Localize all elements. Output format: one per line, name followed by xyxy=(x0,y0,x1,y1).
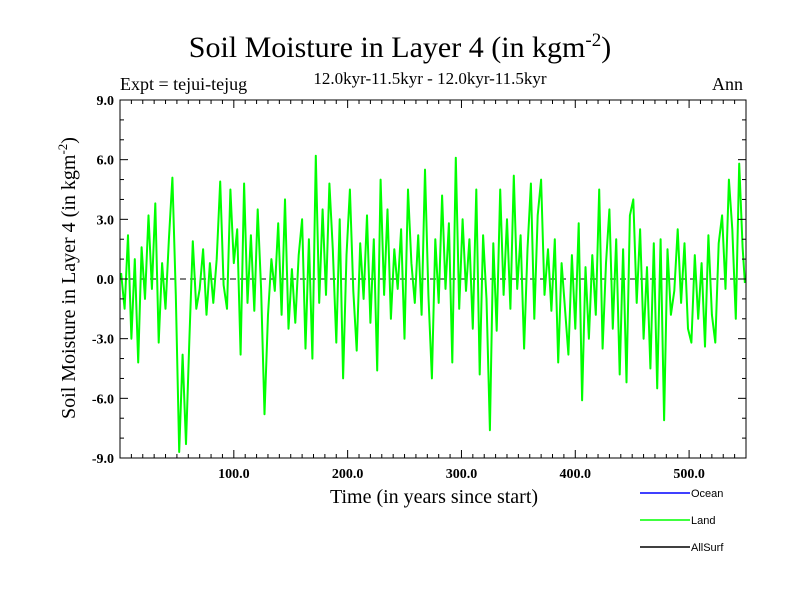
chart-title: Soil Moisture in Layer 4 (in kgm-2) xyxy=(0,30,800,65)
y-tick-label: 0.0 xyxy=(97,273,115,288)
period-label: 12.0kyr-11.5kyr - 12.0kyr-11.5kyr xyxy=(313,69,547,88)
chart-title-end: ) xyxy=(601,31,612,64)
season-label: Ann xyxy=(712,74,743,94)
y-tick-label: -6.0 xyxy=(92,392,114,407)
legend-label-land: Land xyxy=(691,515,715,527)
plot-area xyxy=(120,154,746,453)
x-tick-label: 100.0 xyxy=(218,467,250,482)
y-tick-label: -9.0 xyxy=(92,452,114,467)
axes: 100.0 200.0 300.0 400.0 500.0 -9.0 -6.0 -3.0 0.0… xyxy=(92,94,747,482)
legend-label-ocean: Ocean xyxy=(691,488,723,500)
series-line-land xyxy=(120,154,746,453)
legend-label-allsurf: AllSurf xyxy=(691,542,724,554)
x-tick-label: 300.0 xyxy=(446,467,478,482)
y-tick-label: 9.0 xyxy=(97,94,115,109)
y-tick-label: 6.0 xyxy=(97,154,115,169)
y-tick-label: -3.0 xyxy=(92,333,114,348)
y-tick-label: 3.0 xyxy=(97,213,115,228)
x-tick-label: 500.0 xyxy=(673,467,705,482)
x-tick-label: 400.0 xyxy=(560,467,592,482)
chart-title-superscript: -2 xyxy=(585,30,602,51)
x-tick-label: 200.0 xyxy=(332,467,364,482)
x-axis-label: Time (in years since start) xyxy=(329,486,539,508)
chart-title-text: Soil Moisture in Layer 4 (in kgm xyxy=(188,31,586,64)
legend: Ocean Land AllSurf xyxy=(640,488,724,554)
experiment-label: Expt = tejui-tejug xyxy=(120,74,248,94)
